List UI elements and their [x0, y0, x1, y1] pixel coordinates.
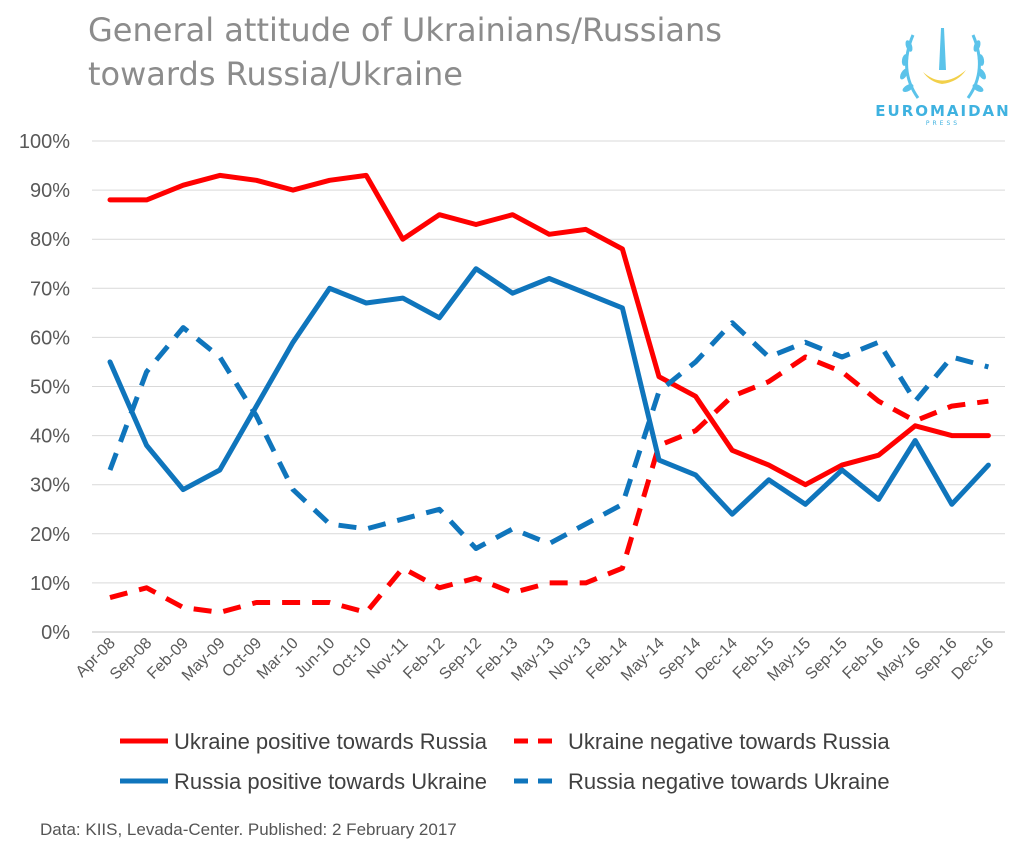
brand-name: EUROMAIDAN — [875, 102, 1011, 120]
y-tick-label: 0% — [41, 622, 70, 644]
y-tick-label: 70% — [30, 278, 70, 300]
y-tick-label: 10% — [30, 573, 70, 595]
y-tick-label: 100% — [19, 131, 70, 153]
y-tick-label: 20% — [30, 524, 70, 546]
y-tick-label: 90% — [30, 180, 70, 202]
y-tick-label: 50% — [30, 377, 70, 399]
chart-title-line-1: General attitude of Ukrainians/Russians — [88, 11, 722, 49]
x-tick-label: Jun-10 — [292, 635, 339, 682]
chart-title-line-2: towards Russia/Ukraine — [88, 55, 463, 93]
series-line — [107, 266, 991, 517]
euromaidan-logo-icon — [900, 28, 986, 99]
series-line — [107, 320, 990, 551]
series-line — [107, 172, 991, 488]
legend-label: Russia negative towards Ukraine — [568, 769, 890, 794]
data-source-note: Data: KIIS, Levada-Center. Published: 2 … — [40, 820, 457, 839]
x-tick-label: Dec-16 — [949, 635, 998, 684]
x-tick-label: Mar-10 — [254, 635, 302, 683]
y-tick-label: 30% — [30, 475, 70, 497]
legend-label: Russia positive towards Ukraine — [174, 769, 487, 794]
brand-sub: PRESS — [925, 120, 961, 127]
y-tick-label: 80% — [30, 229, 70, 251]
legend-label: Ukraine positive towards Russia — [174, 729, 488, 754]
series-line — [109, 354, 989, 615]
legend-label: Ukraine negative towards Russia — [568, 729, 890, 754]
y-tick-label: 40% — [30, 426, 70, 448]
y-tick-label: 60% — [30, 327, 70, 349]
chart-title: General attitude of Ukrainians/Russians … — [88, 8, 808, 96]
